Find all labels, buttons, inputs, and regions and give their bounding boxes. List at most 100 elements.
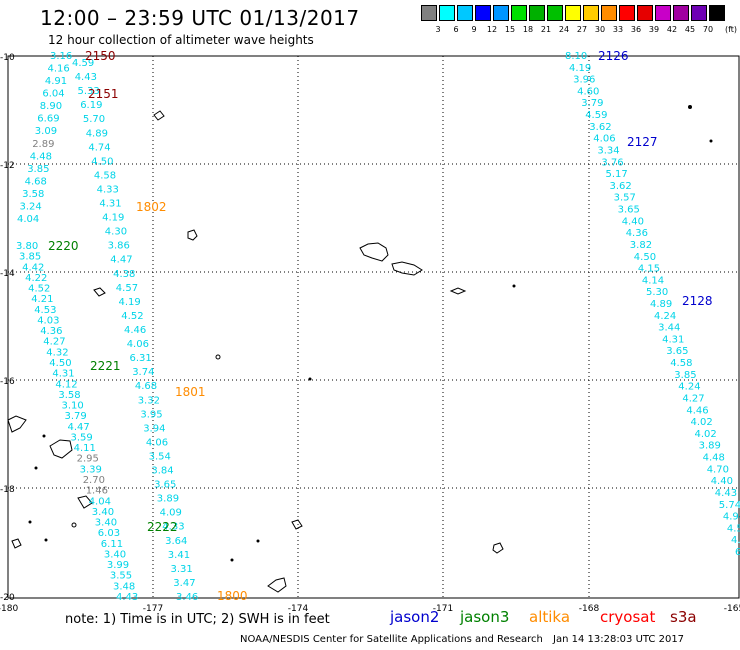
wave-height-value: 4.48: [30, 151, 52, 162]
wave-height-value: 4.42: [22, 262, 44, 273]
pass-id-label: 2126: [598, 49, 629, 63]
color-swatch: [637, 5, 653, 21]
color-swatch: [691, 5, 707, 21]
wave-height-value: 4.70: [707, 464, 729, 475]
altimeter-tracks: 3.164.164.916.048.906.693.092.894.483.85…: [16, 51, 740, 603]
wave-height-value: 5.30: [646, 287, 668, 298]
color-swatch: [529, 5, 545, 21]
lon-tick-label: -177: [143, 604, 163, 614]
pass-id-label: 2151: [88, 87, 119, 101]
lon-tick-label: -171: [433, 604, 453, 614]
island-outline: [291, 519, 303, 530]
color-swatch: [421, 5, 437, 21]
wave-height-value: 3.62: [589, 122, 611, 133]
wave-height-value: 3.55: [110, 571, 132, 582]
island-dot: [688, 105, 692, 109]
wave-height-value: 3.58: [58, 390, 80, 401]
island-outlines: [7, 105, 713, 593]
color-scale-label: 24: [558, 25, 570, 34]
wave-height-value: 4.19: [119, 297, 141, 308]
color-swatch: [457, 5, 473, 21]
color-swatch: [493, 5, 509, 21]
island-dot: [308, 377, 312, 381]
wave-height-value: 8.90: [40, 101, 62, 112]
wave-height-value: 3.94: [143, 423, 165, 434]
wave-height-value: 4.31: [52, 369, 74, 380]
wave-height-value: 3.89: [157, 494, 179, 505]
wave-height-value: 3.85: [27, 164, 49, 175]
color-scale-label: 9: [471, 25, 477, 34]
wave-height-value: 4.04: [89, 496, 111, 507]
island-dot: [71, 522, 77, 528]
wave-height-value: 5.70: [83, 114, 105, 125]
wave-height-value: 4.46: [686, 405, 708, 416]
wave-height-value: 6.31: [130, 353, 152, 364]
lat-tick-label: -10: [0, 53, 15, 63]
wave-height-value: 3.64: [165, 536, 187, 547]
island-outline: [77, 495, 93, 509]
color-swatch: [511, 5, 527, 21]
wave-height-value: 4.48: [703, 453, 725, 464]
wave-height-value: 3.39: [80, 464, 102, 475]
island-dot: [230, 558, 234, 562]
color-scale-label: 15: [504, 25, 516, 34]
pass-id-label: 2222: [147, 520, 178, 534]
lat-tick-label: -14: [0, 269, 15, 279]
wave-height-value: 4.43: [75, 72, 97, 83]
wave-height-value: 4.22: [25, 273, 47, 284]
wave-height-value: 3.85: [674, 370, 696, 381]
lon-tick-label: -168: [579, 604, 600, 614]
color-swatch: [565, 5, 581, 21]
legend-item-jason3: jason3: [460, 608, 510, 626]
wave-height-value: 3.10: [62, 401, 84, 412]
wave-height-value: 4.68: [25, 176, 47, 187]
wave-height-value: 4.46: [124, 325, 146, 336]
wave-height-value: 6.11: [101, 539, 123, 550]
wave-height-value: 4.06: [593, 134, 615, 145]
wave-height-value: 4.50: [49, 358, 71, 369]
wave-height-value: 3.65: [666, 346, 688, 357]
wave-height-value: 3.85: [19, 252, 41, 263]
wave-height-value: 4.24: [654, 311, 676, 322]
timestamp: Jan 14 13:28:03 UTC 2017: [553, 634, 685, 645]
color-swatch: [619, 5, 635, 21]
wave-height-value: 4.68: [135, 381, 157, 392]
island-outline: [267, 577, 287, 593]
map-frame: [7, 55, 740, 599]
wave-height-value: 4.47: [110, 255, 132, 266]
wave-height-value: 4.09: [160, 508, 182, 519]
wave-height-value: 3.46: [176, 592, 198, 603]
island-dot: [215, 354, 221, 360]
wave-height-value: 3.54: [149, 452, 171, 463]
lon-tick-label: -174: [288, 604, 309, 614]
wave-height-value: 4.21: [31, 294, 53, 305]
wave-height-value: 4.59: [72, 58, 94, 69]
island-outline: [187, 229, 198, 241]
wave-height-value: 5.74: [719, 500, 740, 511]
wave-height-value: 2.89: [32, 139, 54, 150]
legend-item-s3a: s3a: [670, 608, 697, 626]
wave-height-value: 6.19: [80, 100, 102, 111]
wave-height-value: 4.40: [622, 216, 644, 227]
wave-height-value: 4.02: [695, 429, 717, 440]
wave-height-value: 4.15: [638, 264, 660, 275]
wave-height-value: 3.65: [154, 480, 176, 491]
lon-tick-label: -180: [0, 604, 18, 614]
legend-item-jason2: jason2: [390, 608, 440, 626]
color-scale-label: 6: [453, 25, 459, 34]
color-swatch: [439, 5, 455, 21]
pass-id-label: 2128: [682, 294, 713, 308]
island-outline: [93, 287, 106, 297]
wave-height-value: 3.95: [140, 409, 162, 420]
pass-id-label: 2150: [85, 49, 116, 63]
lat-tick-label: -18: [0, 485, 15, 495]
wave-height-value: 3.40: [92, 507, 114, 518]
wave-height-value: 4.50: [727, 523, 740, 534]
island-outline: [49, 439, 73, 459]
legend-item-altika: altika: [529, 608, 571, 626]
wave-height-value: 4.06: [146, 437, 168, 448]
pass-id-label: 1800: [217, 589, 248, 603]
color-scale-label: 21: [540, 25, 552, 34]
wave-height-value: 3.24: [20, 202, 42, 213]
wave-height-value: 3.65: [618, 205, 640, 216]
